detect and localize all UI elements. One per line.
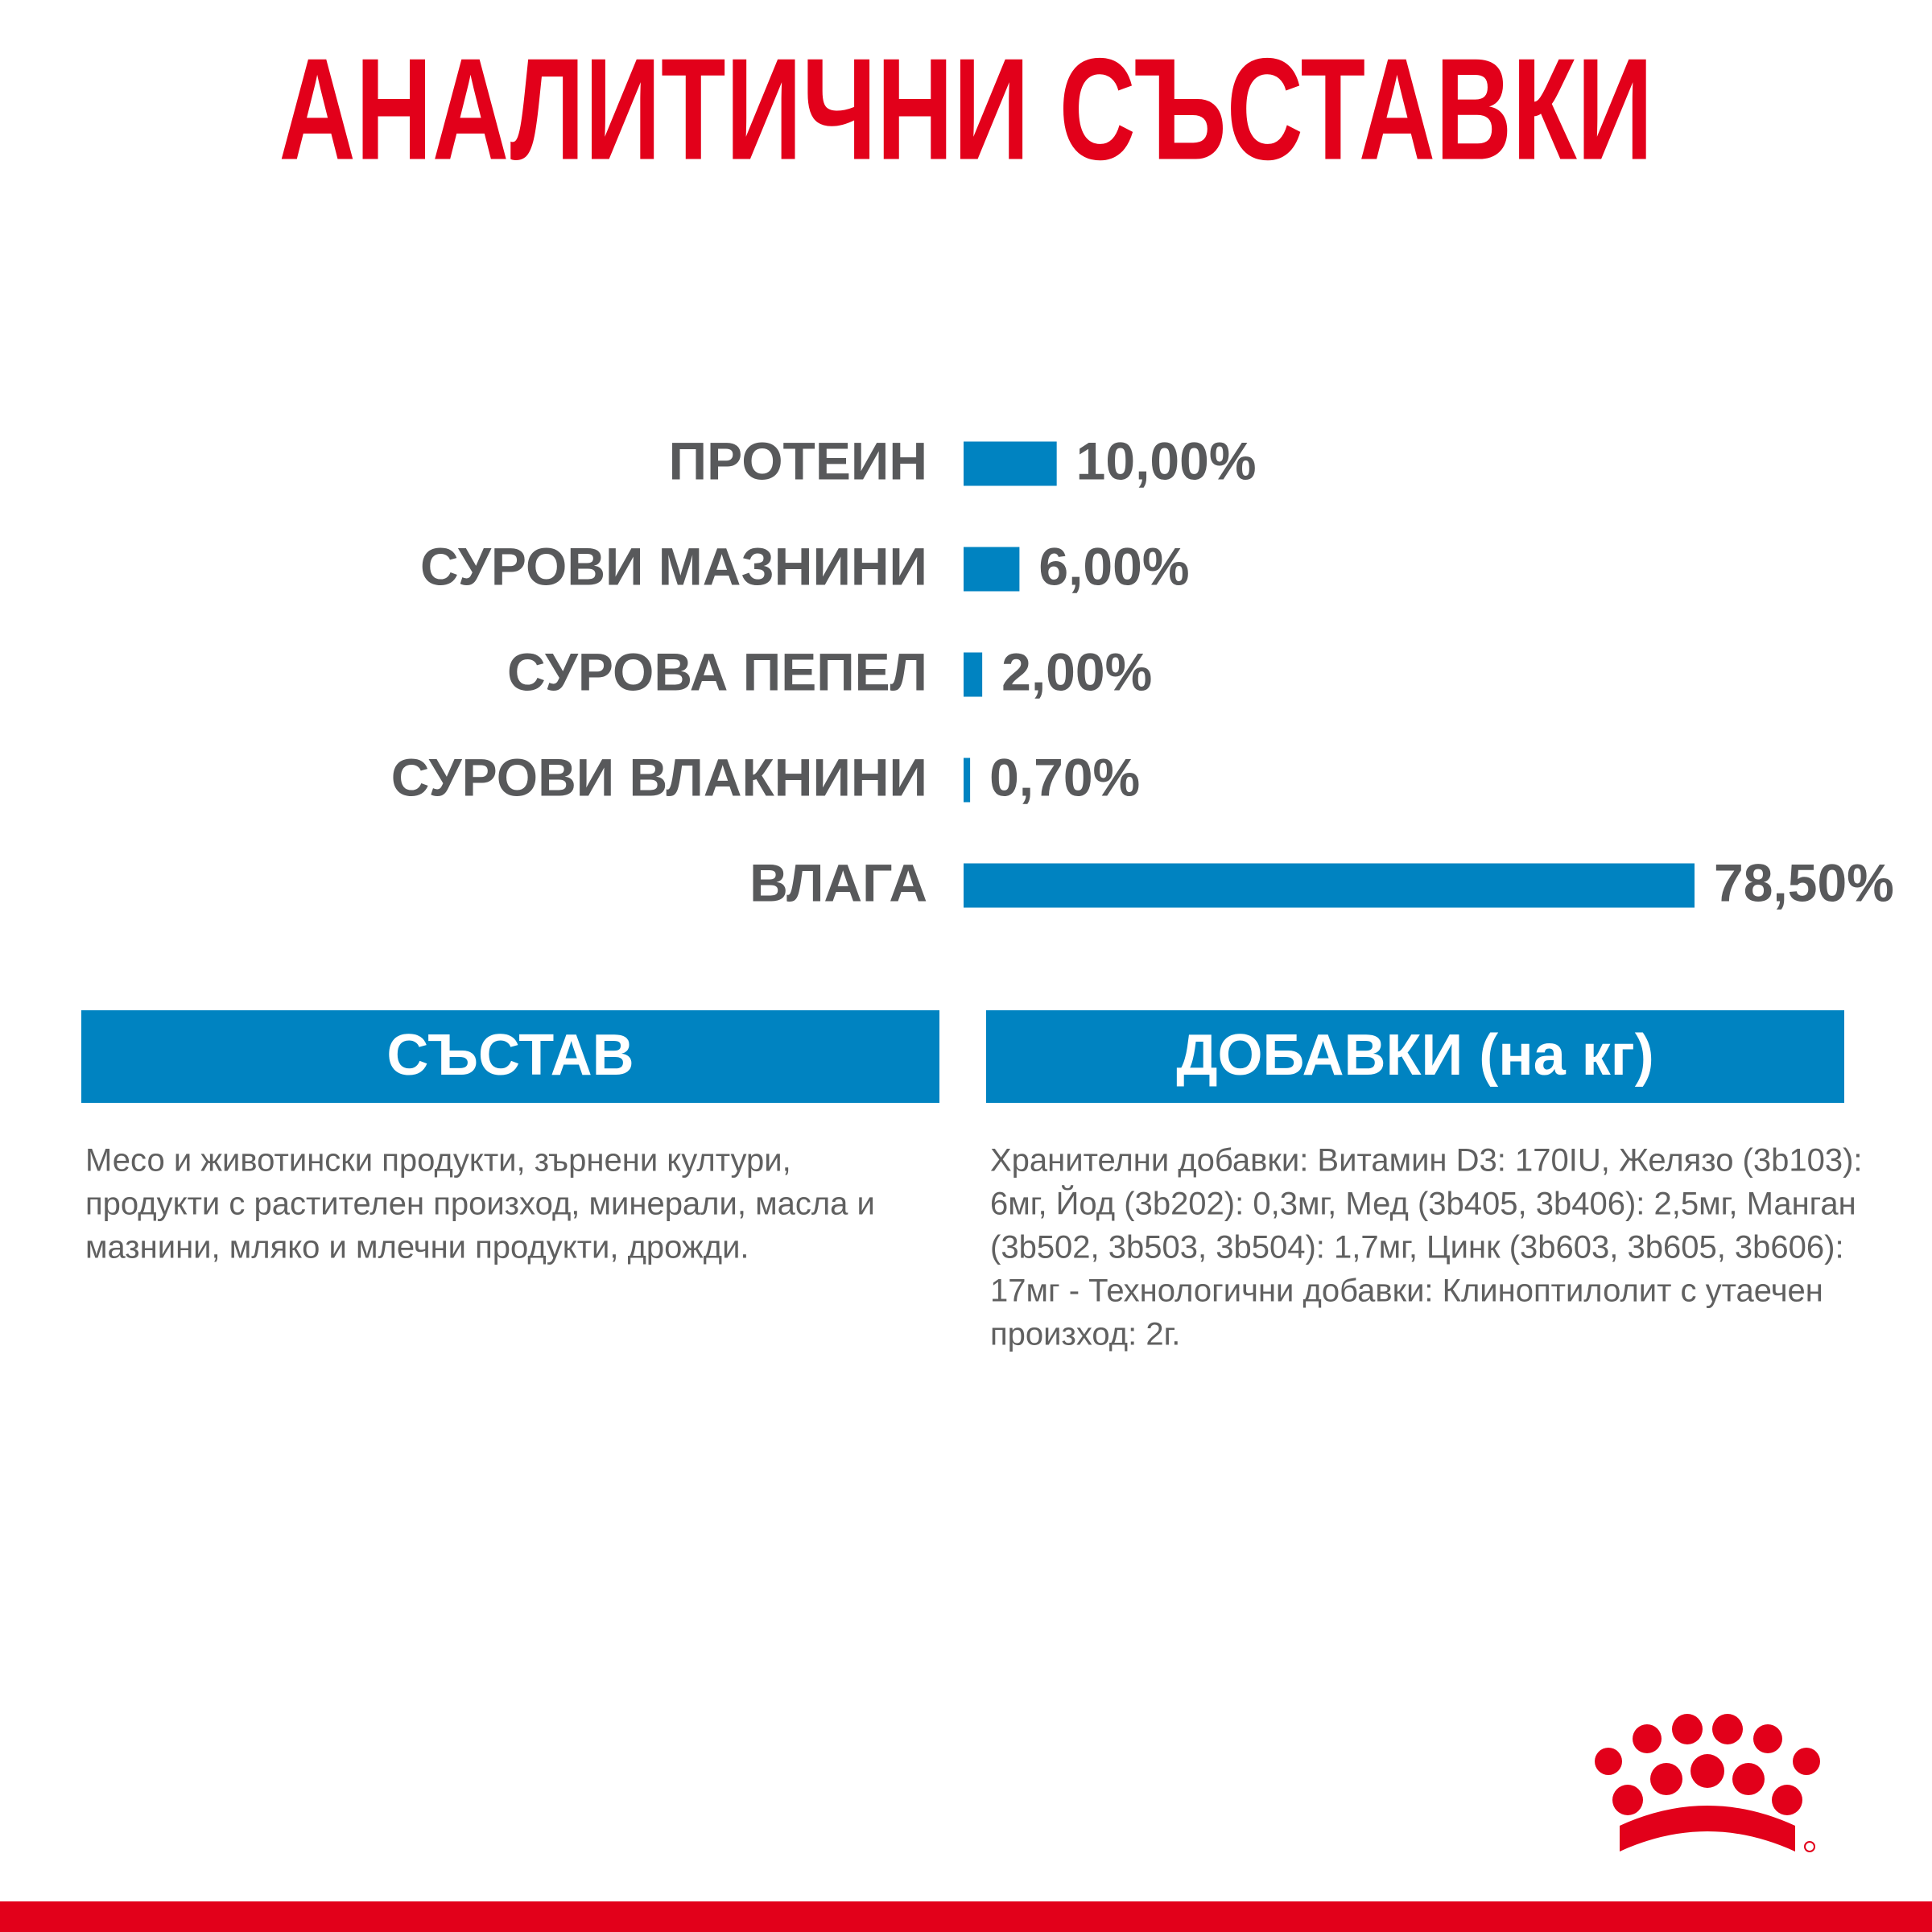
section-text: Месо и животински продукти, зърнени култ… <box>85 1143 791 1179</box>
category-label: СУРОВИ МАЗНИНИ <box>420 536 927 596</box>
section-text: Хранителни добавки: Витамин D3: 170IU, Ж… <box>990 1143 1863 1179</box>
bar <box>964 863 1695 908</box>
bar <box>964 652 983 697</box>
section-text: 6мг, Йод (3b202): 0,3мг, Мед (3b405, 3b4… <box>990 1185 1856 1222</box>
section-title: СЪСТАВ <box>386 1023 634 1088</box>
bar <box>964 758 971 803</box>
section-text: произход: 2г. <box>990 1317 1180 1352</box>
section-text: 17мг - Технологични добавки: Клиноптилол… <box>990 1274 1823 1309</box>
category-label: ПРОТЕИН <box>669 431 927 490</box>
section-text: продукти с растителен произход, минерали… <box>85 1187 875 1222</box>
value-label: 2,00% <box>1001 642 1152 701</box>
section-header-bg <box>986 1010 1844 1103</box>
section-text: мазнини, мляко и млечни продукти, дрожди… <box>85 1230 749 1265</box>
section-text: (3b502, 3b503, 3b504): 1,7мг, Цинк (3b60… <box>990 1230 1844 1265</box>
bar <box>964 441 1057 486</box>
bottom-stripe <box>0 1901 1932 1932</box>
value-label: 6,00% <box>1038 536 1189 596</box>
logo <box>1595 1714 1820 1852</box>
value-label: 78,50% <box>1714 852 1894 912</box>
category-label: СУРОВИ ВЛАКНИНИ <box>391 747 927 807</box>
value-label: 10,00% <box>1076 431 1257 490</box>
section-header-bg <box>81 1010 939 1103</box>
category-label: СУРОВА ПЕПЕЛ <box>507 642 927 701</box>
chart-title: АНАЛИТИЧНИ СЪСТАВКИ <box>279 29 1653 191</box>
section-title: ДОБАВКИ (на кг) <box>1176 1023 1654 1088</box>
category-label: ВЛАГА <box>749 852 927 912</box>
bar <box>964 547 1020 592</box>
value-label: 0,70% <box>989 747 1140 807</box>
